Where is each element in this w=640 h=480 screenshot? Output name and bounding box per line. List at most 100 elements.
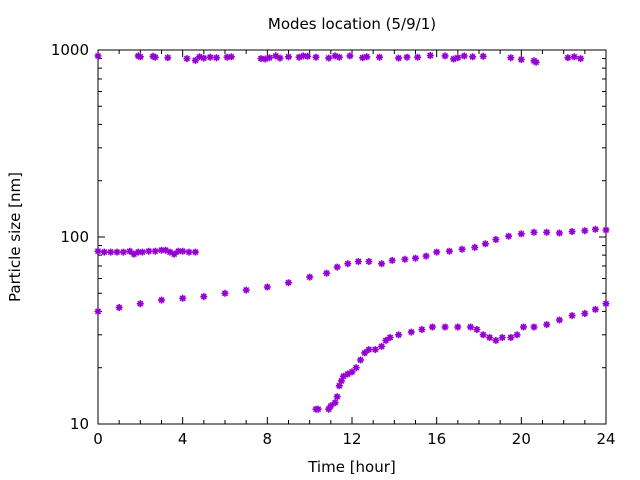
series-2 bbox=[94, 225, 610, 315]
data-point bbox=[335, 53, 343, 61]
data-point bbox=[200, 293, 208, 301]
data-point bbox=[492, 236, 500, 243]
data-point bbox=[479, 52, 487, 60]
data-point bbox=[492, 336, 500, 344]
data-point bbox=[568, 228, 576, 235]
data-point bbox=[191, 248, 199, 256]
x-tick-label: 24 bbox=[596, 430, 615, 448]
data-point bbox=[513, 331, 521, 339]
data-point bbox=[401, 255, 409, 263]
chart-title: Modes location (5/9/1) bbox=[268, 15, 436, 33]
series-0 bbox=[94, 52, 585, 66]
data-point bbox=[113, 248, 121, 256]
y-tick-label: 1000 bbox=[51, 41, 89, 59]
data-point bbox=[517, 56, 525, 63]
data-point bbox=[185, 248, 193, 256]
plot-frame bbox=[97, 49, 607, 425]
data-point bbox=[107, 248, 115, 256]
data-point bbox=[312, 53, 320, 61]
data-point bbox=[376, 53, 383, 61]
data-point bbox=[323, 269, 331, 277]
data-point bbox=[331, 399, 339, 407]
data-point bbox=[532, 58, 540, 66]
data-point bbox=[469, 53, 477, 61]
data-point bbox=[333, 393, 341, 401]
data-point bbox=[407, 328, 415, 336]
data-point bbox=[433, 248, 441, 256]
x-tick-label: 8 bbox=[263, 430, 273, 448]
data-point bbox=[325, 405, 333, 413]
data-point bbox=[213, 54, 220, 62]
data-point bbox=[422, 252, 430, 260]
data-point bbox=[276, 54, 284, 62]
data-point bbox=[507, 334, 515, 341]
data-point bbox=[221, 289, 229, 297]
data-point bbox=[581, 227, 589, 235]
x-tick-label: 16 bbox=[427, 430, 446, 448]
data-point bbox=[166, 248, 174, 256]
data-point bbox=[170, 250, 178, 258]
data-point bbox=[486, 334, 494, 341]
data-point bbox=[365, 346, 373, 354]
data-point bbox=[471, 243, 479, 251]
data-point bbox=[543, 228, 551, 236]
data-point bbox=[304, 52, 312, 60]
y-tick-label: 10 bbox=[70, 415, 89, 433]
data-point bbox=[115, 304, 123, 311]
data-point bbox=[602, 226, 610, 234]
data-point bbox=[517, 230, 525, 238]
data-point bbox=[352, 364, 360, 372]
data-point bbox=[136, 300, 144, 308]
data-point bbox=[227, 53, 235, 61]
data-point bbox=[395, 54, 403, 62]
data-point bbox=[285, 53, 292, 61]
data-point bbox=[467, 323, 474, 331]
data-point bbox=[428, 323, 436, 331]
data-point bbox=[479, 331, 487, 339]
data-point bbox=[100, 248, 108, 256]
data-point bbox=[418, 326, 426, 333]
data-point bbox=[265, 54, 273, 62]
data-point bbox=[242, 286, 250, 294]
data-point bbox=[414, 53, 422, 61]
data-point bbox=[454, 323, 462, 331]
data-point bbox=[272, 52, 280, 60]
data-point bbox=[386, 334, 394, 341]
data-point bbox=[361, 349, 369, 357]
data-point bbox=[191, 56, 199, 64]
data-point bbox=[136, 53, 144, 61]
data-point bbox=[348, 368, 356, 376]
data-point bbox=[357, 356, 364, 364]
data-point bbox=[344, 260, 352, 268]
data-point bbox=[378, 260, 386, 268]
data-point bbox=[151, 53, 159, 61]
data-point bbox=[371, 346, 379, 354]
data-point bbox=[520, 323, 527, 331]
data-point bbox=[174, 247, 182, 255]
data-point bbox=[363, 53, 371, 61]
data-point bbox=[458, 245, 466, 253]
data-point bbox=[591, 305, 599, 313]
data-point bbox=[158, 246, 165, 254]
data-point bbox=[164, 54, 172, 62]
data-point bbox=[591, 225, 599, 233]
data-point bbox=[94, 52, 102, 60]
data-point bbox=[344, 370, 352, 378]
data-point bbox=[555, 229, 563, 237]
data-point bbox=[325, 54, 333, 62]
data-point bbox=[445, 247, 453, 255]
data-point bbox=[382, 336, 390, 344]
x-tick-label: 12 bbox=[342, 430, 361, 448]
data-point bbox=[179, 294, 187, 302]
x-tick-label: 20 bbox=[512, 430, 531, 448]
data-point bbox=[145, 247, 153, 255]
y-axis: 10 100 1000 bbox=[51, 41, 606, 433]
data-point bbox=[441, 52, 449, 60]
data-point bbox=[543, 321, 551, 329]
data-point bbox=[577, 55, 585, 63]
data-point bbox=[441, 323, 449, 331]
data-point bbox=[151, 247, 159, 255]
data-point bbox=[138, 248, 146, 256]
data-point bbox=[581, 310, 589, 317]
